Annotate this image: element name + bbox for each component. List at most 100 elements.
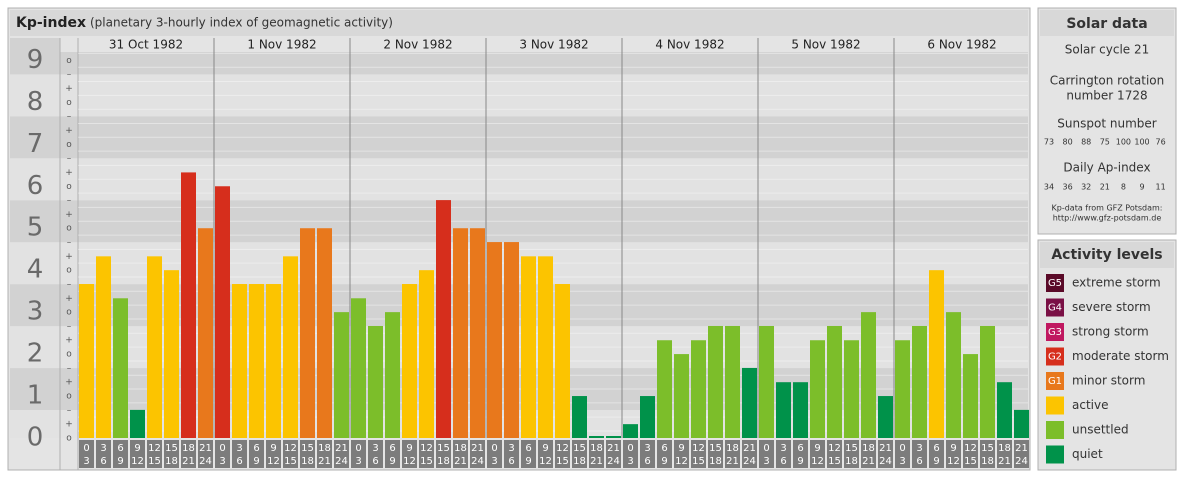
hour-box <box>912 440 927 468</box>
y-tick-label: 3 <box>27 297 44 327</box>
minor-tick-label: o <box>66 266 72 276</box>
minor-tick-label: + <box>65 252 73 262</box>
bar <box>487 242 502 438</box>
minor-tick-label: + <box>65 168 73 178</box>
legend-swatch <box>1046 372 1064 390</box>
hour-box <box>708 440 723 468</box>
x-tick-label: 18 <box>318 443 331 454</box>
x-tick-label: 3 <box>780 443 786 454</box>
bar <box>283 256 298 438</box>
x-tick-label: 0 <box>83 443 89 454</box>
hour-box <box>725 440 740 468</box>
bar <box>827 325 842 438</box>
x-tick-label: 12 <box>267 456 280 467</box>
hour-box <box>351 440 366 468</box>
x-tick-label: 18 <box>301 456 314 467</box>
source: http://www.gfz-potsdam.de <box>1053 214 1162 223</box>
bar <box>793 382 808 438</box>
bar <box>759 325 774 438</box>
x-tick-label: 6 <box>644 456 650 467</box>
bar <box>419 270 434 438</box>
x-tick-label: 12 <box>420 443 433 454</box>
solar-panel <box>1037 7 1177 235</box>
ap-value: 34 <box>1044 183 1054 192</box>
sunspot-value: 100 <box>1134 138 1149 147</box>
activity-title: Activity levels <box>1051 247 1162 263</box>
hour-box <box>504 440 519 468</box>
hour-box <box>249 440 264 468</box>
x-tick-label: 24 <box>199 456 212 467</box>
x-tick-label: 9 <box>678 443 684 454</box>
hour-box <box>742 440 757 468</box>
y-tick-label: 2 <box>27 339 44 369</box>
x-tick-label: 12 <box>131 456 144 467</box>
x-tick-label: 9 <box>950 443 956 454</box>
minor-tick-label: – <box>67 70 72 80</box>
bar <box>946 312 961 438</box>
bar <box>810 340 825 438</box>
minor-tick-label: o <box>66 350 72 360</box>
bar <box>402 284 417 438</box>
bar <box>997 382 1012 438</box>
hour-box <box>385 440 400 468</box>
x-tick-label: 15 <box>148 456 161 467</box>
band <box>10 116 1028 159</box>
x-tick-label: 18 <box>454 443 467 454</box>
bar <box>844 340 859 438</box>
x-tick-label: 15 <box>556 456 569 467</box>
hour-box <box>147 440 162 468</box>
bar <box>742 367 757 438</box>
legend-swatch <box>1046 445 1064 464</box>
x-tick-label: 9 <box>406 443 412 454</box>
hour-box <box>895 440 910 468</box>
date-label: 3 Nov 1982 <box>519 38 588 52</box>
minor-tick-label: o <box>66 434 72 444</box>
x-tick-label: 21 <box>862 456 875 467</box>
ap-title: Daily Ap-index <box>1063 161 1150 175</box>
ap-value: 21 <box>1100 183 1110 192</box>
bar <box>861 312 876 438</box>
hour-box <box>810 440 825 468</box>
band <box>10 74 1028 117</box>
bar <box>606 436 621 438</box>
minor-tick-label: + <box>65 336 73 346</box>
bar <box>96 256 111 438</box>
x-tick-label: 3 <box>508 443 514 454</box>
x-tick-label: 15 <box>981 443 994 454</box>
sunspot-value: 75 <box>1100 138 1110 147</box>
legend-label: strong storm <box>1072 325 1149 339</box>
ap-value: 36 <box>1063 183 1073 192</box>
x-tick-label: 24 <box>607 456 620 467</box>
bar <box>521 256 536 438</box>
x-tick-label: 24 <box>1015 456 1028 467</box>
hour-box <box>827 440 842 468</box>
sunspot-value: 100 <box>1116 138 1131 147</box>
hour-box <box>181 440 196 468</box>
hour-box <box>946 440 961 468</box>
x-tick-label: 3 <box>899 456 905 467</box>
date-label: 6 Nov 1982 <box>927 38 996 52</box>
minor-tick-label: o <box>66 56 72 66</box>
bar <box>215 186 230 438</box>
legend-label: moderate storm <box>1072 349 1169 363</box>
date-label: 2 Nov 1982 <box>383 38 452 52</box>
y-tick-label: 4 <box>27 255 44 285</box>
legend-label: severe storm <box>1072 300 1151 314</box>
y-tick-label: 6 <box>27 171 44 201</box>
x-tick-label: 24 <box>879 456 892 467</box>
x-tick-label: 9 <box>525 456 531 467</box>
hour-box <box>79 440 94 468</box>
solar-title: Solar data <box>1066 16 1147 32</box>
bar <box>385 312 400 438</box>
x-tick-label: 0 <box>763 443 769 454</box>
legend-label: quiet <box>1072 447 1103 461</box>
x-tick-label: 15 <box>828 456 841 467</box>
minor-tick-label: + <box>65 126 73 136</box>
bar <box>929 270 944 438</box>
x-tick-label: 21 <box>182 456 195 467</box>
hour-box <box>691 440 706 468</box>
x-tick-label: 6 <box>661 443 667 454</box>
y-tick-label: 1 <box>27 381 44 411</box>
x-tick-label: 15 <box>420 456 433 467</box>
y-tick-label: 5 <box>27 213 44 243</box>
